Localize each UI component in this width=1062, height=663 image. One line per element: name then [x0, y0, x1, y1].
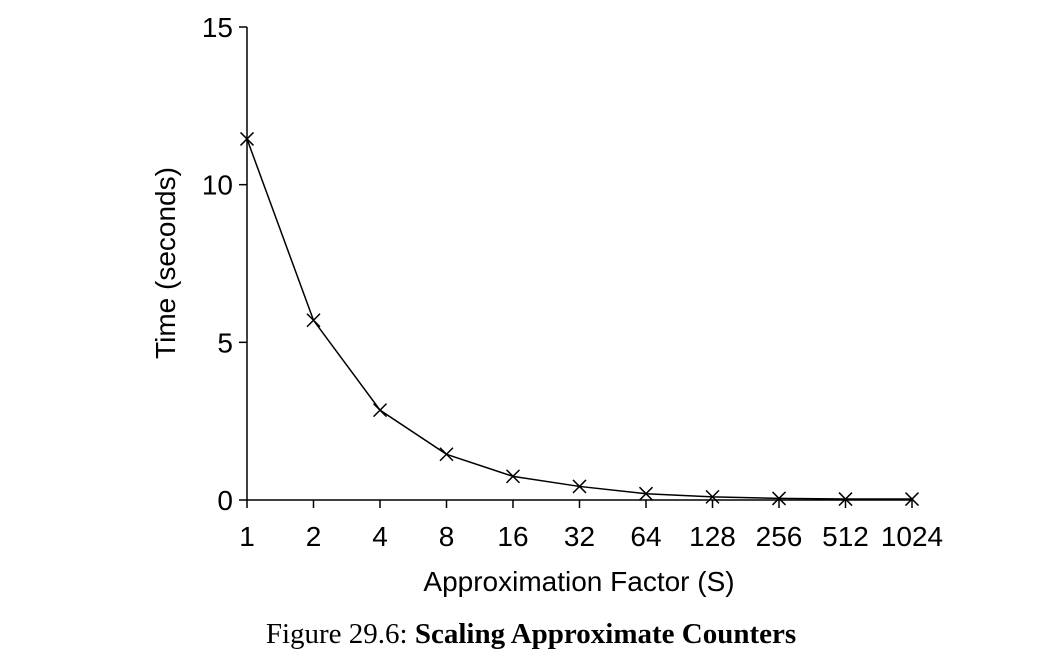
caption-prefix: Figure 29.6:	[265, 618, 415, 650]
caption-title: Scaling Approximate Counters	[414, 618, 797, 650]
x-ticks: 1 2 4 8 16 32 64 128 256 512 1024	[239, 500, 943, 552]
y-tick-label: 0	[217, 485, 233, 516]
data-point-marker	[306, 313, 321, 328]
data-point-marker	[904, 492, 920, 507]
data-point-marker	[638, 486, 654, 501]
y-axis-title: Time (seconds)	[150, 167, 181, 359]
y-ticks: 0 5 10 15	[202, 12, 247, 516]
y-axis: 0 5 10 15	[202, 12, 248, 516]
x-tick-label: 32	[564, 521, 595, 552]
data-point-marker	[505, 469, 521, 484]
x-axis: 1 2 4 8 16 32 64 128 256 512 1024	[239, 499, 943, 552]
x-tick-label: 4	[372, 521, 388, 552]
x-tick-label: 64	[630, 521, 661, 552]
data-point-marker	[239, 131, 255, 146]
series-group	[239, 131, 920, 507]
line-chart: 0 5 10 15 1 2 4 8 16 32 64 128 256 512 1024 Approxima…	[150, 12, 943, 597]
data-point-marker	[771, 491, 787, 506]
x-axis-title: Approximation Factor (S)	[423, 566, 734, 597]
x-tick-label: 128	[689, 521, 736, 552]
y-tick-label: 15	[202, 12, 233, 43]
x-tick-label: 2	[306, 521, 322, 552]
data-point-marker	[572, 479, 587, 494]
x-tick-label: 1	[239, 521, 255, 552]
figure-caption: Figure 29.6: Scaling Approximate Counter…	[0, 618, 1062, 651]
x-tick-label: 16	[497, 521, 528, 552]
data-point-marker	[838, 492, 853, 507]
data-point-marker	[439, 447, 454, 462]
x-tick-label: 256	[756, 521, 803, 552]
y-tick-label: 5	[217, 327, 233, 358]
y-tick-label: 10	[202, 170, 233, 201]
x-tick-label: 8	[439, 521, 455, 552]
series-line	[246, 138, 912, 500]
data-point-marker	[372, 403, 388, 418]
x-tick-label: 1024	[881, 521, 943, 552]
x-tick-label: 512	[822, 521, 869, 552]
data-point-marker	[705, 489, 720, 504]
